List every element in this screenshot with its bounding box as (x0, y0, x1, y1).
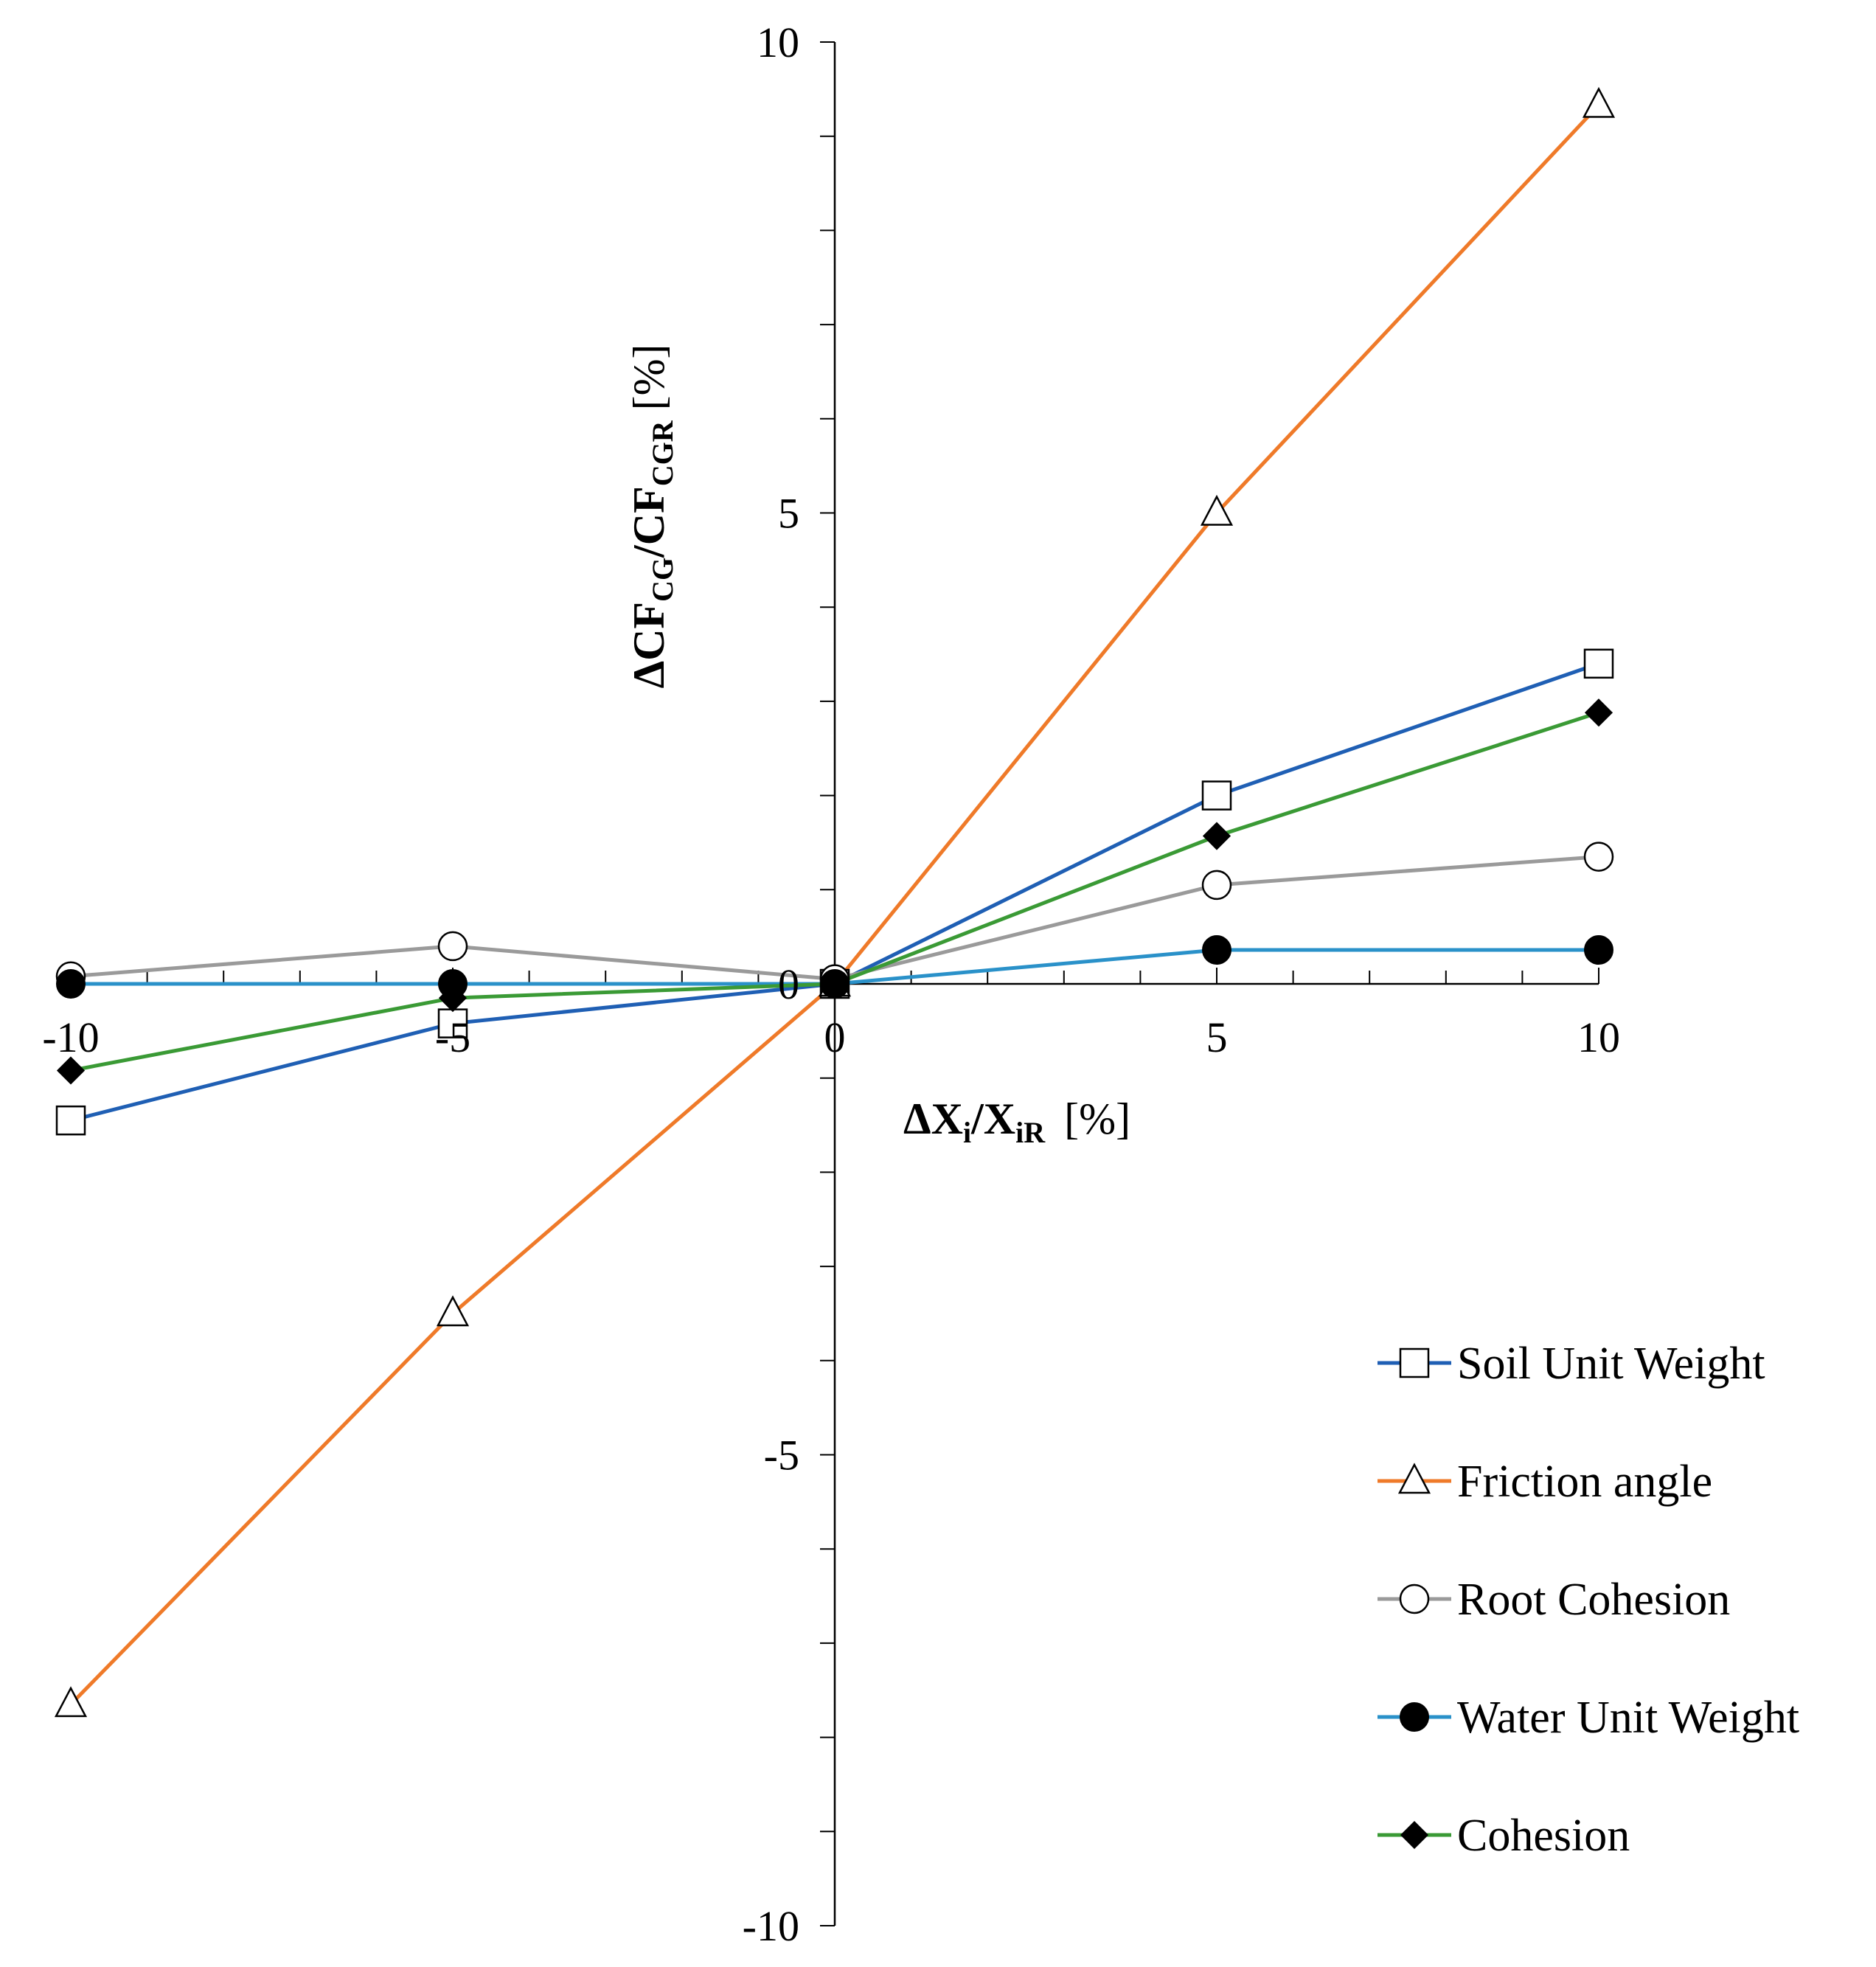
data-point-water-unit-weight (1584, 935, 1613, 965)
data-point-cohesion (1584, 698, 1613, 727)
legend-swatch-marker (1399, 1583, 1430, 1614)
legend-item-soil-unit-weight: Soil Unit Weight (1378, 1339, 1765, 1389)
legend-label: Soil Unit Weight (1457, 1339, 1765, 1389)
legend-swatch-marker (1400, 1702, 1429, 1732)
data-point-root-cohesion (437, 931, 468, 962)
data-point-friction-angle (1200, 494, 1234, 526)
y-tick-label: 5 (778, 490, 799, 538)
y-tick-label: 0 (778, 960, 799, 1008)
x-tick-label: 0 (824, 1013, 846, 1061)
legend-swatch-marker (1400, 1820, 1429, 1850)
legend-label: Cohesion (1457, 1811, 1630, 1861)
x-tick-label: -5 (435, 1013, 470, 1061)
data-point-water-unit-weight (56, 969, 86, 999)
y-tick-label: 10 (757, 18, 799, 66)
data-point-root-cohesion (1583, 842, 1614, 872)
data-point-root-cohesion (1201, 870, 1232, 901)
data-point-friction-angle (54, 1686, 88, 1718)
data-point-water-unit-weight (1202, 935, 1231, 965)
data-point-soil-unit-weight (437, 1008, 468, 1038)
y-tick-label: -10 (743, 1902, 799, 1950)
legend-swatch-marker (1399, 1347, 1430, 1378)
data-point-soil-unit-weight (55, 1105, 86, 1136)
legend-label: Root Cohesion (1457, 1575, 1730, 1625)
legend-item-water-unit-weight: Water Unit Weight (1378, 1693, 1799, 1743)
x-tick-label: 5 (1206, 1013, 1228, 1061)
tick-labels: -10 -5 0 5 10 10 5 0 -5 -10 (42, 18, 1620, 1950)
y-tick-label: -5 (764, 1432, 799, 1479)
x-axis-title: ΔXi/XiR [%] (903, 1094, 1130, 1149)
data-point-cohesion (820, 969, 850, 999)
legend: Soil Unit Weight Friction angle Root Cohes… (1378, 1339, 1799, 1861)
data-point-soil-unit-weight (1583, 648, 1614, 679)
x-tick-label: -10 (42, 1013, 99, 1061)
legend-label: Water Unit Weight (1457, 1693, 1799, 1743)
y-axis-title: ΔCFCG/CFCGR[%] (625, 344, 679, 688)
data-point-soil-unit-weight (1201, 780, 1232, 811)
legend-item-root-cohesion: Root Cohesion (1378, 1575, 1730, 1625)
legend-label: Friction angle (1457, 1457, 1712, 1507)
legend-item-cohesion: Cohesion (1378, 1811, 1630, 1861)
data-point-cohesion (1202, 822, 1231, 850)
x-tick-label: 10 (1577, 1013, 1620, 1061)
data-point-cohesion (438, 984, 468, 1013)
data-point-friction-angle (1582, 86, 1616, 118)
data-point-cohesion (56, 1056, 86, 1085)
data-point-friction-angle (436, 1295, 470, 1327)
series-markers (54, 86, 1616, 1718)
legend-item-friction-angle: Friction angle (1378, 1457, 1712, 1507)
legend-swatch-marker (1397, 1463, 1431, 1494)
